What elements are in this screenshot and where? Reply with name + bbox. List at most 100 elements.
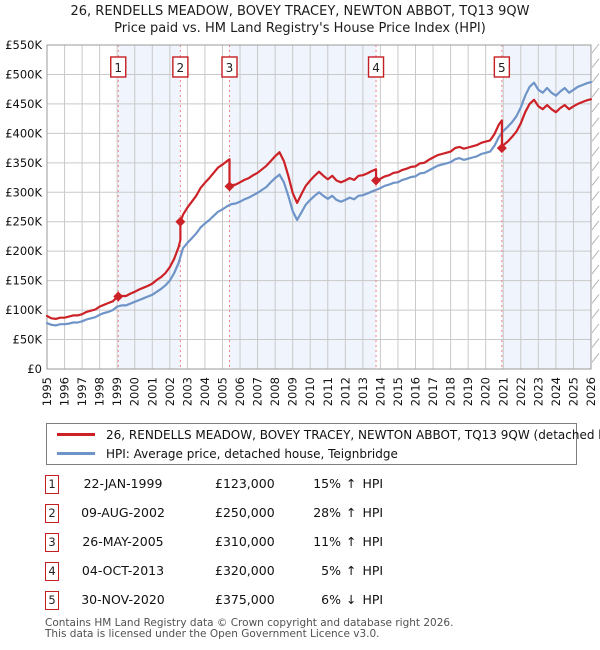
- hpi-line-swatch-icon: [57, 452, 95, 455]
- x-tick-label: 2015: [391, 377, 405, 406]
- y-tick-label: £0: [27, 362, 42, 376]
- pct-value: 11%: [313, 534, 341, 549]
- sale-vs-hpi: 28% ↑ HPI: [300, 505, 383, 520]
- x-tick-label: 2014: [373, 377, 387, 406]
- sale-vs-hpi: 15% ↑ HPI: [300, 476, 383, 491]
- axis-break-hatch-icon: [591, 190, 600, 201]
- hpi-label: HPI: [362, 563, 384, 578]
- sale-price: £320,000: [215, 563, 275, 578]
- axis-break-hatch-icon: [591, 146, 600, 157]
- legend-label-hpi: HPI: Average price, detached house, Teig…: [106, 446, 398, 461]
- sale-price: £250,000: [215, 505, 275, 520]
- sale-number-badge: 1: [45, 475, 59, 494]
- price-chart: 1 2 3 4 5 £0 £50K £100K £150K £200K £250K £300K £350…: [5, 38, 600, 406]
- y-tick-label: £300K: [5, 185, 42, 199]
- x-tick-label: 2003: [180, 377, 194, 406]
- sale-date: 22-JAN-1999: [83, 476, 163, 491]
- y-tick-label: £500K: [5, 67, 42, 81]
- price-paid-line: [45, 98, 593, 320]
- x-tick-label: 2025: [566, 377, 580, 406]
- x-tick-label: 2013: [356, 377, 370, 406]
- axis-break-hatch-icon: [591, 308, 600, 319]
- ownership-band: [229, 45, 377, 369]
- sale-marker-diamond-icon: [113, 291, 124, 302]
- table-row: 4 04-OCT-2013 £320,000 5% ↑ HPI: [45, 562, 585, 582]
- pct-value: 28%: [313, 505, 341, 520]
- x-tick-label: 2011: [321, 377, 335, 406]
- x-tick-label: 2006: [233, 377, 247, 406]
- axis-break-hatch-icon: [591, 235, 600, 245]
- sale-flag-box: [221, 56, 238, 78]
- x-tick-label: 2022: [514, 377, 528, 406]
- y-tick-label: £450K: [5, 97, 42, 111]
- x-tick-label: 1997: [75, 377, 89, 406]
- sale-date: 09-AUG-2002: [81, 505, 165, 520]
- axis-break-hatch-icon: [591, 102, 600, 113]
- axis-break-hatch-icon: [591, 323, 600, 334]
- sale-flag-number: 4: [372, 61, 380, 75]
- axis-break-hatch-icon: [591, 294, 600, 304]
- hpi-up-arrow-icon: ↑: [346, 534, 357, 549]
- sale-marker-diamond-icon: [224, 181, 235, 192]
- sale-flag-number: 3: [226, 61, 234, 75]
- hpi-up-arrow-icon: ↑: [346, 563, 357, 578]
- axis-break-hatch-icon: [591, 87, 600, 98]
- axis-break-hatch-icon: [591, 176, 600, 186]
- hpi-label: HPI: [362, 476, 384, 491]
- hpi-label: HPI: [362, 534, 384, 549]
- x-tick-label: 2001: [145, 377, 159, 406]
- legend-item-hpi: HPI: Average price, detached house, Teig…: [57, 446, 576, 461]
- sale-marker-diamond-icon: [175, 216, 186, 227]
- sale-flag-box: [172, 56, 189, 78]
- hpi-line: [45, 80, 593, 327]
- legend-label-price: 26, RENDELLS MEADOW, BOVEY TRACEY, NEWTO…: [106, 427, 600, 442]
- sale-number-badge: 5: [45, 591, 59, 610]
- x-tick-label: 2019: [461, 377, 475, 406]
- table-row: 2 09-AUG-2002 £250,000 28% ↑ HPI: [45, 504, 585, 524]
- sale-date: 26-MAY-2005: [82, 534, 164, 549]
- sale-vs-hpi: 11% ↑ HPI: [300, 534, 383, 549]
- x-tick-label: 1998: [93, 377, 107, 406]
- y-tick-label: £200K: [5, 244, 42, 258]
- x-tick-label: 2023: [531, 377, 545, 406]
- ownership-band: [118, 45, 181, 369]
- sale-flag-number: 1: [114, 61, 122, 75]
- chart-legend: 26, RENDELLS MEADOW, BOVEY TRACEY, NEWTO…: [46, 423, 600, 465]
- y-tick-label: £350K: [5, 156, 42, 170]
- x-tick-label: 2008: [268, 377, 282, 406]
- x-tick-label: 2009: [286, 377, 300, 406]
- axis-break-hatch-icon: [591, 353, 600, 363]
- sale-vs-hpi: 6% ↓ HPI: [300, 592, 383, 607]
- hpi-up-arrow-icon: ↑: [346, 505, 357, 520]
- price-line-swatch-icon: [57, 433, 95, 436]
- sale-flag-box: [110, 56, 127, 78]
- hpi-label: HPI: [362, 505, 384, 520]
- x-tick-label: 2024: [549, 377, 563, 406]
- y-tick-label: £400K: [5, 126, 42, 140]
- y-tick-label: £250K: [5, 215, 42, 229]
- hpi-up-arrow-icon: ↑: [346, 476, 357, 491]
- ownership-band: [501, 45, 591, 369]
- sale-flag-box: [493, 56, 511, 78]
- axis-break-hatch-icon: [591, 279, 600, 289]
- sale-vs-hpi: 5% ↑ HPI: [300, 563, 383, 578]
- sale-marker-diamond-icon: [496, 143, 507, 154]
- axis-break-hatch-icon: [591, 338, 600, 348]
- hpi-label: HPI: [362, 592, 384, 607]
- x-tick-label: 2010: [303, 377, 317, 406]
- table-row: 5 30-NOV-2020 £375,000 6% ↓ HPI: [45, 591, 585, 611]
- legend-item-price: 26, RENDELLS MEADOW, BOVEY TRACEY, NEWTO…: [57, 427, 600, 442]
- x-tick-label: 1996: [58, 377, 72, 406]
- sale-flag-box: [367, 56, 385, 78]
- sale-number-badge: 2: [45, 504, 59, 523]
- plot-frame: [46, 44, 592, 370]
- sale-flag-number: 2: [177, 61, 185, 75]
- licence-line: This data is licensed under the Open Gov…: [45, 628, 380, 640]
- y-tick-label: £550K: [5, 38, 42, 52]
- pct-value: 5%: [321, 563, 341, 578]
- x-tick-label: 1999: [110, 377, 124, 406]
- axis-break-hatch-icon: [591, 117, 600, 127]
- axis-break-hatch-icon: [591, 220, 600, 231]
- sale-price: £310,000: [215, 534, 275, 549]
